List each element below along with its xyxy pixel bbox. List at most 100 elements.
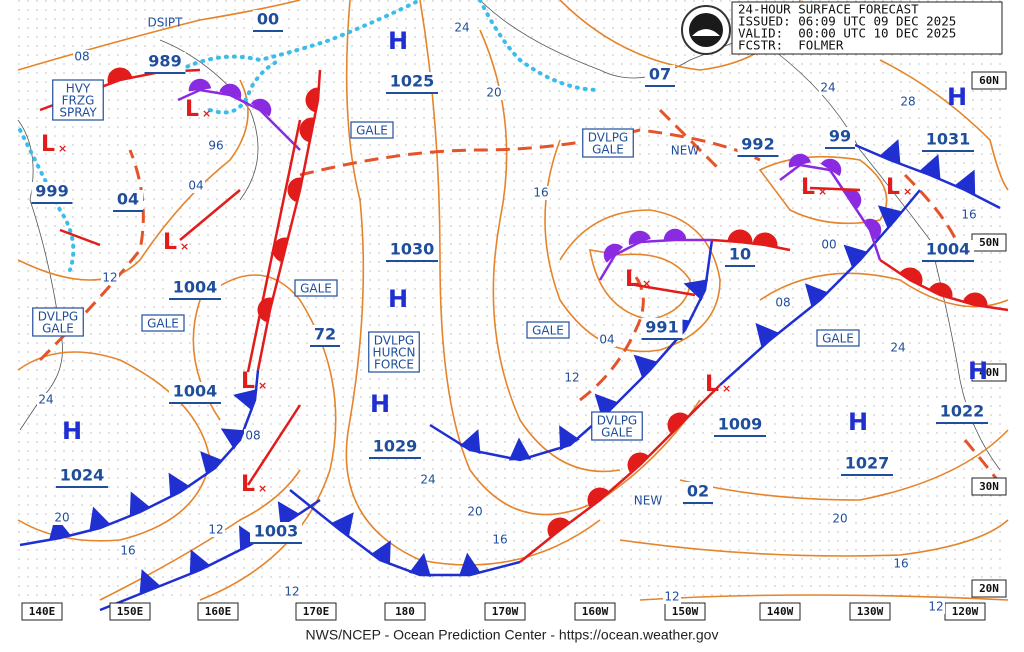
high-center: H [968, 357, 988, 385]
isobar-label-bg [453, 21, 471, 35]
pressure-label: 1003 [254, 522, 299, 541]
longitude-box [484, 602, 526, 621]
warning-text: DVLPG [38, 310, 78, 324]
high-center: H [370, 390, 390, 418]
warning-text: DVLPG [597, 414, 637, 428]
low-x: × [642, 277, 651, 290]
low-center: L [185, 97, 199, 122]
isobar-label-bg [207, 523, 225, 537]
isobar-label: 16 [961, 208, 976, 222]
isobar-label-bg [774, 296, 792, 310]
pressure-bg [369, 437, 421, 457]
pressure-label: 1031 [926, 130, 971, 149]
isobar-label: 20 [467, 505, 482, 519]
warning-text: DSIPT [148, 16, 184, 30]
pressure-label: 1027 [845, 454, 890, 473]
isobar-label-bg [244, 429, 262, 443]
warning-box [591, 411, 643, 441]
pressure-label: 1004 [926, 240, 971, 259]
pressure-label: 1025 [390, 72, 435, 91]
latitude-box [971, 363, 1007, 382]
fronts [19, 59, 1009, 612]
isobar-label: 00 [821, 238, 836, 252]
warning-text: NEW [671, 144, 700, 158]
isobar-label: 08 [74, 50, 89, 64]
latitude-label: 60N [979, 74, 999, 87]
pressure-bg [113, 190, 143, 210]
latitude-box [971, 71, 1007, 90]
pressure-label: 1009 [718, 415, 763, 434]
isobar-label: 20 [54, 511, 69, 525]
latitude-label: 30N [979, 480, 999, 493]
warning-text: FRZG [62, 94, 95, 108]
isobar-label-bg [532, 186, 550, 200]
pressure-label: 999 [35, 182, 68, 201]
warning-text: DVLPG [374, 334, 414, 348]
isobar-label-bg [899, 95, 917, 109]
high-center: H [388, 285, 408, 313]
warning-text: GALE [592, 143, 624, 157]
isobar-label-bg [889, 341, 907, 355]
isobar-label: 24 [820, 81, 835, 95]
pressure-bg [56, 466, 108, 486]
pressure-bg [714, 415, 766, 435]
high-center: H [848, 408, 868, 436]
longitude-box [849, 602, 891, 621]
isobar-label: 12 [284, 585, 299, 599]
pressure-label: 991 [645, 318, 678, 337]
pressure-label: 1004 [173, 382, 218, 401]
low-x: × [258, 482, 267, 495]
warning-box [294, 279, 338, 297]
pressure-bg [737, 135, 779, 155]
warning-box [141, 314, 185, 332]
longitude-label: 120W [952, 605, 979, 618]
pressure-bg [169, 278, 221, 298]
warning-text: HURCN [373, 346, 416, 360]
isobar-label-bg [960, 208, 978, 222]
pressure-label: 1004 [173, 278, 218, 297]
warning-text: GALE [601, 426, 633, 440]
isobar-label: 24 [38, 393, 53, 407]
warning-text: GALE [42, 322, 74, 336]
pressure-bg [936, 402, 988, 422]
isobar-label-bg [485, 86, 503, 100]
pressure-label: 72 [314, 325, 336, 344]
low-center: L [41, 132, 55, 157]
warning-text: SPRAY [59, 106, 97, 120]
low-center: L [801, 175, 815, 200]
low-center: L [625, 267, 639, 292]
longitude-label: 160E [205, 605, 232, 618]
pressure-bg [386, 72, 438, 92]
isobar-label-bg [820, 238, 838, 252]
warning-text: NEW [634, 494, 663, 508]
isobar-label: 28 [900, 95, 915, 109]
isobar-label-bg [466, 505, 484, 519]
isobar-label: 16 [492, 533, 507, 547]
pressure-label: 07 [649, 65, 671, 84]
warning-box [350, 121, 394, 139]
longitude-label: 150W [672, 605, 699, 618]
pressure-label: 02 [687, 482, 709, 501]
isobar-label-bg [491, 533, 509, 547]
pressure-label: 989 [148, 52, 181, 71]
pressure-bg [922, 240, 974, 260]
warning-text: GALE [356, 124, 388, 138]
low-x: × [202, 107, 211, 120]
longitude-label: 130W [857, 605, 884, 618]
pressure-bg [144, 52, 186, 72]
footer-credit: NWS/NCEP - Ocean Prediction Center - htt… [306, 627, 719, 643]
isobar-label-bg [207, 139, 225, 153]
pressure-bg [253, 10, 283, 30]
latitude-label: 20N [979, 582, 999, 595]
isobar-label-bg [663, 590, 681, 604]
pressure-label: 992 [741, 135, 774, 154]
longitude-box [197, 602, 239, 621]
longitude-label: 160W [582, 605, 609, 618]
isobar-label-bg [598, 333, 616, 347]
warning-box [582, 128, 634, 158]
low-center: L [705, 372, 719, 397]
warning-text: GALE [300, 282, 332, 296]
isobar-label: 12 [928, 600, 943, 614]
